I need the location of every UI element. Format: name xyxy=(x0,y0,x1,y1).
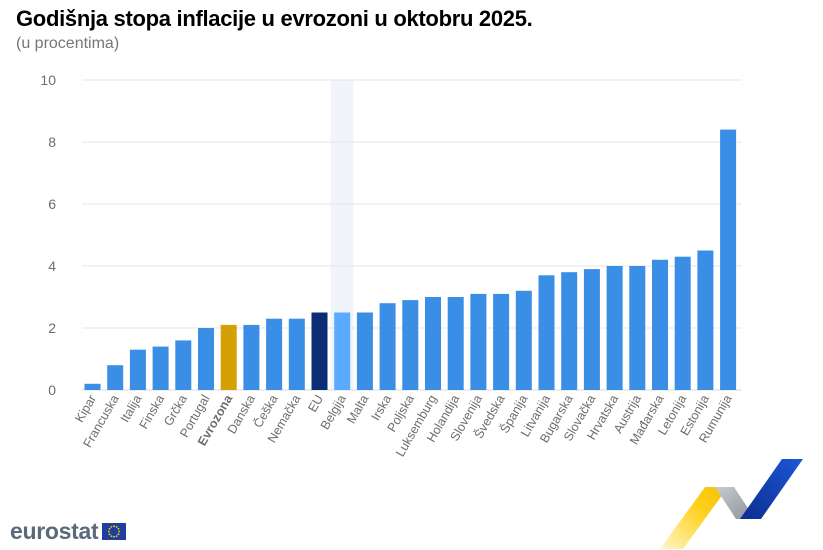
bar-slovacka[interactable] xyxy=(583,269,600,390)
bar-kipar[interactable] xyxy=(84,383,101,390)
bar-francuska[interactable] xyxy=(107,365,124,390)
bar-malta[interactable] xyxy=(356,312,373,391)
grid-layer xyxy=(82,79,742,391)
y-tick-label: 0 xyxy=(48,382,56,398)
bar-holandija[interactable] xyxy=(447,297,464,390)
bar-evrozona[interactable] xyxy=(220,324,237,390)
bar-letonija[interactable] xyxy=(674,256,691,390)
bar-danska[interactable] xyxy=(243,324,260,390)
bar-svedska[interactable] xyxy=(493,293,510,390)
bar-estonija[interactable] xyxy=(697,250,714,391)
bar-irska[interactable] xyxy=(379,303,396,390)
x-tick-label-eu: EU xyxy=(305,393,326,415)
x-tick-label-malta: Malta xyxy=(344,392,371,426)
bar-belgija[interactable] xyxy=(334,312,351,391)
chart-title: Godišnja stopa inflacije u evrozoni u ok… xyxy=(16,6,533,31)
bars xyxy=(84,129,737,391)
eurostat-logo: eurostat xyxy=(10,517,127,545)
y-tick-label: 10 xyxy=(40,72,56,88)
bar-nemacka[interactable] xyxy=(288,318,305,390)
bar-luksemburg[interactable] xyxy=(425,297,441,390)
bar-eu[interactable] xyxy=(311,312,328,391)
bar-portugal[interactable] xyxy=(198,328,214,390)
grey-stripe xyxy=(715,487,755,519)
bar-rumunija[interactable] xyxy=(720,129,737,390)
bar-finska[interactable] xyxy=(152,346,169,390)
y-axis-labels: 0 2 4 6 8 10 xyxy=(40,72,56,398)
bar-madjarska[interactable] xyxy=(652,259,668,390)
y-tick-label: 8 xyxy=(48,134,56,150)
decorative-stripes xyxy=(660,459,803,549)
bar-slovenija[interactable] xyxy=(470,293,487,390)
eurostat-wordmark: eurostat xyxy=(10,517,99,544)
bar-austrija[interactable] xyxy=(629,266,646,390)
y-tick-label: 4 xyxy=(48,258,56,274)
x-axis-labels: KiparFrancuskaItalijaFinskaGrčkaPortugal… xyxy=(72,392,734,459)
bar-spanija[interactable] xyxy=(515,290,532,390)
yellow-stripe xyxy=(660,487,728,549)
bar-ceska[interactable] xyxy=(266,318,283,390)
bar-litvanija[interactable] xyxy=(538,275,555,390)
y-tick-label: 6 xyxy=(48,196,56,212)
chart-subtitle: (u procentima) xyxy=(16,35,120,52)
y-tick-label: 2 xyxy=(48,320,56,336)
bar-hrvatska[interactable] xyxy=(606,266,623,390)
bar-poljska[interactable] xyxy=(402,300,419,390)
eu-flag-icon xyxy=(102,522,127,540)
bar-bugarska[interactable] xyxy=(561,272,578,390)
blue-stripe xyxy=(740,459,803,519)
bar-italija[interactable] xyxy=(129,349,146,390)
bar-grcka[interactable] xyxy=(175,340,192,390)
